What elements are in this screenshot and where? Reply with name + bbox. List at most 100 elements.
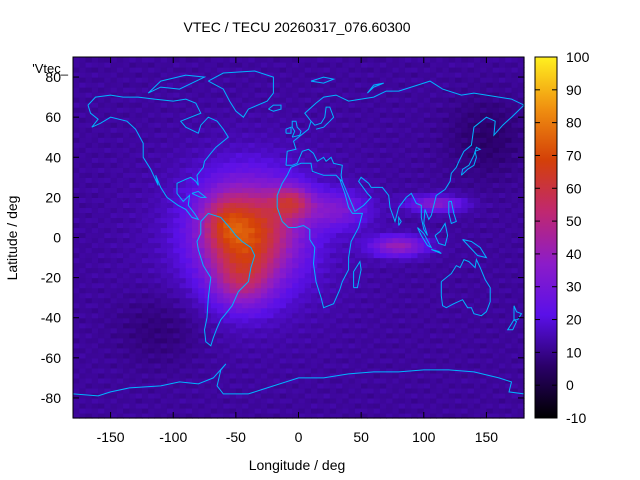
heat-cell [430, 57, 437, 63]
heat-cell [398, 292, 406, 299]
heat-cell [91, 57, 99, 63]
heat-cell [404, 272, 412, 279]
heat-cell [273, 82, 281, 88]
heat-cell [285, 77, 293, 83]
heat-cell [223, 307, 231, 314]
heat-cell [98, 382, 105, 389]
heat-cell [467, 222, 475, 229]
heat-cell [298, 377, 306, 384]
heat-cell [223, 147, 231, 153]
heat-cell [135, 252, 143, 259]
heat-cell [210, 307, 218, 314]
heat-cell [367, 112, 375, 118]
heat-cell [141, 87, 149, 93]
heat-cell [166, 137, 174, 143]
heat-cell [398, 277, 406, 284]
heat-cell [210, 382, 218, 389]
heat-cell [129, 357, 137, 364]
heat-cell [304, 347, 312, 354]
heat-cell [317, 142, 325, 148]
heat-cell [166, 227, 174, 234]
heat-cell [217, 157, 224, 163]
heat-cell [342, 162, 350, 168]
heat-cell [404, 57, 412, 63]
heat-cell [323, 62, 331, 68]
heat-cell [204, 327, 212, 334]
heat-cell [254, 322, 262, 329]
heat-cell [148, 182, 156, 188]
heat-cell [254, 302, 262, 309]
heat-cell [317, 327, 325, 334]
heat-cell [260, 357, 268, 364]
heat-cell [304, 222, 312, 229]
heat-cell [492, 237, 500, 244]
heat-cell [492, 112, 500, 118]
heat-cell [260, 317, 268, 324]
heat-cell [198, 252, 206, 259]
heat-cell [141, 217, 149, 224]
heat-cell [260, 397, 268, 404]
heat-cell [260, 162, 268, 168]
heat-cell [336, 332, 343, 339]
heat-cell [417, 302, 425, 309]
heat-cell [166, 92, 174, 98]
heat-cell [148, 327, 156, 334]
heat-cell [292, 127, 300, 133]
heat-cell [135, 257, 143, 264]
heat-cell [348, 257, 356, 264]
heat-cell [116, 212, 124, 219]
heat-cell [398, 342, 406, 349]
heat-cell [267, 397, 275, 404]
heat-cell [498, 102, 506, 108]
heat-cell [173, 102, 181, 108]
heat-cell [173, 122, 181, 128]
heat-cell [386, 217, 394, 224]
heat-cell [154, 157, 162, 163]
heat-cell [367, 307, 375, 314]
heat-cell [173, 62, 181, 68]
heat-cell [436, 187, 444, 193]
heat-cell [480, 152, 488, 158]
heat-cell [304, 312, 312, 319]
heat-cell [235, 242, 243, 249]
heat-cell [185, 392, 193, 399]
heat-cell [110, 327, 118, 334]
heat-cell [392, 327, 400, 334]
heat-cell [85, 77, 93, 83]
heat-cell [467, 167, 475, 173]
heat-cell [198, 292, 206, 299]
heat-cell [260, 377, 268, 384]
heat-cell [417, 367, 425, 374]
heat-cell [354, 92, 362, 98]
heat-cell [436, 352, 444, 359]
heat-cell [160, 57, 168, 63]
heat-cell [367, 402, 375, 409]
heat-cell [260, 252, 268, 259]
heat-cell [135, 127, 143, 133]
heat-cell [467, 402, 475, 409]
heat-cell [442, 147, 450, 153]
heat-cell [154, 257, 162, 264]
heat-cell [79, 82, 87, 88]
heat-cell [417, 282, 425, 289]
heat-cell [148, 122, 156, 128]
heat-cell [392, 92, 400, 98]
heat-cell [392, 227, 400, 234]
heat-cell [260, 262, 268, 269]
heat-cell [436, 82, 444, 88]
heat-cell [179, 227, 187, 234]
heat-cell [442, 97, 450, 103]
heat-cell [210, 62, 218, 68]
heat-cell [267, 212, 275, 219]
heat-cell [242, 322, 249, 329]
heat-cell [373, 217, 381, 224]
heat-cell [104, 132, 112, 138]
heat-cell [311, 67, 318, 73]
heat-cell [154, 187, 162, 193]
heat-cell [461, 107, 469, 113]
heat-cell [135, 397, 143, 404]
heat-cell [242, 367, 249, 374]
heat-cell [423, 117, 431, 123]
heat-cell [192, 352, 199, 359]
heat-cell [204, 77, 212, 83]
